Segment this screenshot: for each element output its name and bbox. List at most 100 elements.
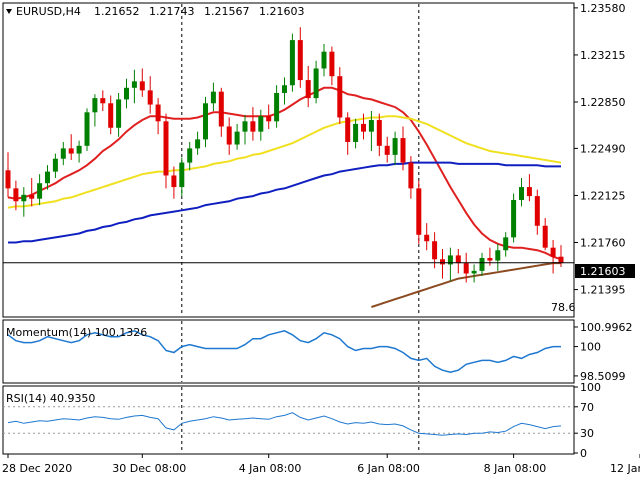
candle xyxy=(108,95,114,135)
time-axis-label: 8 Jan 08:00 xyxy=(484,462,547,475)
candle xyxy=(52,153,58,179)
candle xyxy=(274,85,280,128)
candle xyxy=(416,180,422,244)
candle-body xyxy=(455,255,461,264)
candle-body xyxy=(218,91,224,127)
candle-body xyxy=(250,121,256,132)
rsi-axis: 100 70 30 0 xyxy=(574,381,601,460)
candle-body xyxy=(266,116,272,122)
candle xyxy=(29,178,35,207)
candle xyxy=(305,65,311,108)
time-axis-label: 12 Jan 08:00 xyxy=(610,462,640,475)
momentum-panel-frame xyxy=(2,319,575,384)
candle-body xyxy=(108,103,114,128)
price-axis-tick-label: 1.21760 xyxy=(580,237,626,250)
candle xyxy=(131,69,137,104)
candle-body xyxy=(313,68,319,99)
candle xyxy=(266,104,272,130)
candle-body xyxy=(155,104,161,122)
candle-body xyxy=(440,259,445,265)
candle xyxy=(195,131,201,155)
moving-averages xyxy=(7,86,562,308)
candle xyxy=(558,245,564,268)
candle-body xyxy=(195,139,201,149)
candle xyxy=(234,123,240,150)
candle-body xyxy=(100,98,106,104)
candle xyxy=(297,27,303,88)
candle xyxy=(76,140,82,163)
price-axis-tick-label: 1.21395 xyxy=(580,284,626,297)
candle xyxy=(534,189,540,235)
candle xyxy=(519,178,524,207)
rsi-separators xyxy=(181,387,420,453)
main-price-panel[interactable]: 1.23580 1.23215 1.22850 1.22490 1.22125 1.217… xyxy=(2,2,635,318)
rsi-axis-tick-label: 0 xyxy=(580,447,587,460)
candle xyxy=(368,111,374,151)
candle xyxy=(376,113,382,157)
candle-body xyxy=(13,188,19,202)
candle xyxy=(503,232,509,257)
rsi-axis-tick-label: 70 xyxy=(580,401,594,414)
candle-body xyxy=(408,162,414,189)
candle xyxy=(471,264,477,283)
candle-body xyxy=(479,257,485,271)
rsi-line xyxy=(7,412,562,436)
candle-body xyxy=(534,196,540,226)
candle xyxy=(218,87,224,137)
candle-body xyxy=(376,120,382,146)
candle-body xyxy=(52,158,58,172)
time-axis-label: 6 Jan 08:00 xyxy=(357,462,420,475)
candle xyxy=(92,94,98,127)
momentum-separators xyxy=(181,321,420,382)
rsi-path xyxy=(7,412,562,436)
candle xyxy=(147,76,153,114)
candle xyxy=(479,252,485,277)
fib-annotation: 78.6 xyxy=(551,301,576,314)
candle-body xyxy=(84,112,90,146)
price-axis-tick-label: 1.23215 xyxy=(580,49,626,62)
candle-body xyxy=(131,81,137,88)
candle xyxy=(210,82,216,112)
candle-body xyxy=(432,241,438,260)
candle xyxy=(321,43,327,77)
candle-body xyxy=(68,148,74,154)
candle-body xyxy=(76,145,82,154)
candle xyxy=(526,174,532,202)
momentum-panel[interactable]: 100.9962 100 98.5099 Momentum(14) 100.1326 xyxy=(2,319,633,384)
candle-body xyxy=(400,138,406,163)
ohlc-high: 1.21743 xyxy=(149,5,195,18)
candle-body xyxy=(495,250,501,261)
candle-body xyxy=(463,263,469,274)
candle xyxy=(282,77,287,105)
candle xyxy=(187,141,193,171)
price-axis-tick-label: 1.22850 xyxy=(580,96,626,109)
candle xyxy=(163,113,169,189)
rsi-label: RSI(14) 40.9350 xyxy=(6,392,95,405)
candle xyxy=(550,239,556,274)
rsi-panel[interactable]: 100 70 30 0 RSI(14) 40.9350 xyxy=(2,381,601,460)
candle-body xyxy=(542,225,548,248)
main-panel-frame xyxy=(2,2,575,318)
candle xyxy=(424,223,430,251)
candle-body xyxy=(392,138,398,155)
momentum-path xyxy=(7,330,561,373)
candle xyxy=(258,109,264,141)
candle xyxy=(289,33,295,92)
candle xyxy=(353,118,359,149)
candle xyxy=(171,166,177,199)
candle xyxy=(329,46,335,86)
momentum-axis-tick-label: 100 xyxy=(580,341,601,354)
candle xyxy=(5,152,11,198)
triangle-down-icon[interactable] xyxy=(6,9,12,14)
candle-body xyxy=(274,92,280,122)
candle xyxy=(440,248,445,279)
candle-body xyxy=(511,199,517,238)
candle xyxy=(447,247,453,282)
ohlc-low: 1.21567 xyxy=(204,5,250,18)
candle xyxy=(463,252,469,283)
candle-body xyxy=(487,257,493,261)
candle xyxy=(337,67,343,124)
current-price-label: 1.21603 xyxy=(580,265,626,278)
candle-body xyxy=(124,87,129,100)
candle xyxy=(542,218,548,251)
